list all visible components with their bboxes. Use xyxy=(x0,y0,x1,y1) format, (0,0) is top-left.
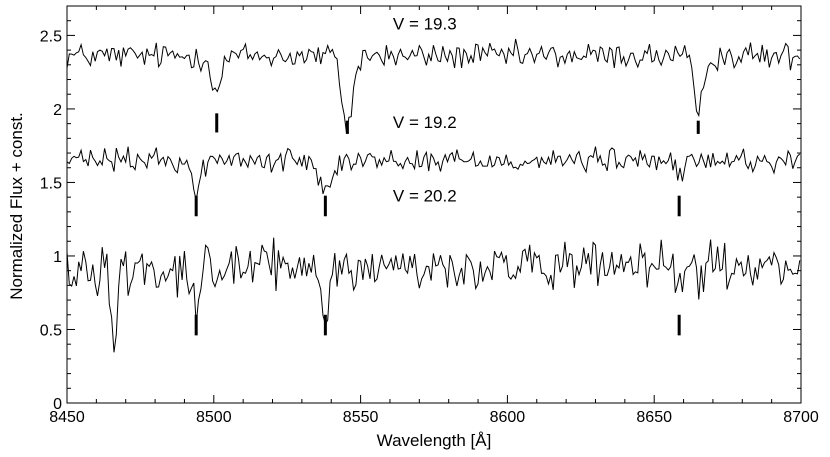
y-axis-ticks: 0 0.5 1 1.5 2 2.5 xyxy=(40,20,801,413)
plot-frame xyxy=(66,5,802,404)
y-tick-label: 0.5 xyxy=(40,322,62,339)
x-axis-label: Wavelength [Å] xyxy=(377,431,492,450)
x-tick-label: 8700 xyxy=(783,409,819,426)
y-tick-label: 0 xyxy=(53,396,62,413)
y-tick-label: 2 xyxy=(53,102,62,119)
line-markers-group xyxy=(194,113,700,336)
x-tick-label: 8600 xyxy=(490,409,526,426)
y-tick-label: 1 xyxy=(53,249,62,266)
x-tick-label: 8650 xyxy=(636,409,672,426)
series-label: V = 19.3 xyxy=(393,15,457,34)
spectra-group xyxy=(66,38,801,353)
y-tick-label: 2.5 xyxy=(40,28,62,45)
series-label: V = 19.2 xyxy=(393,113,457,132)
y-tick-label: 1.5 xyxy=(40,175,62,192)
x-tick-label: 8500 xyxy=(196,409,232,426)
spectrum-line xyxy=(66,38,801,134)
x-tick-label: 8550 xyxy=(343,409,379,426)
x-axis-ticks: 8450 8500 8550 8600 8650 8700 xyxy=(49,6,819,426)
spectrum-line xyxy=(66,237,801,353)
y-axis-label: Normalized Flux + const. xyxy=(7,112,26,300)
spectrum-line xyxy=(66,146,801,201)
series-label: V = 20.2 xyxy=(393,187,457,206)
x-tick-label: 8450 xyxy=(49,409,85,426)
series-labels-group: V = 19.3 V = 19.2 V = 20.2 xyxy=(393,15,457,206)
